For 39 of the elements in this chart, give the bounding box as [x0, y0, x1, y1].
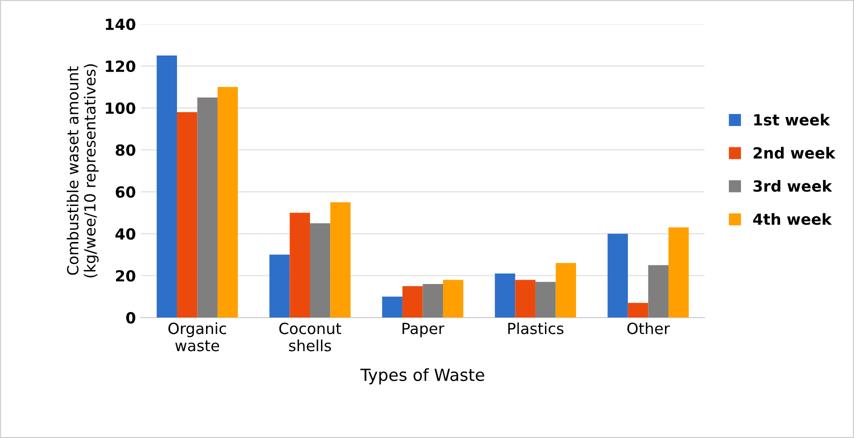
bar: [515, 280, 536, 318]
y-tick-label: 120: [106, 60, 136, 72]
bar: [269, 254, 290, 318]
y-axis-title: Combustible waset amount (kg/wee/10 representatives): [66, 64, 99, 278]
y-tick-label: 0: [126, 312, 136, 324]
legend-label: 3rd week: [754, 180, 832, 192]
bar: [648, 265, 668, 318]
bar: [330, 202, 351, 318]
legend-label: 2nd week: [754, 146, 836, 159]
legend-label: 4th week: [753, 213, 832, 225]
bar: [382, 296, 402, 318]
bar: [310, 223, 330, 318]
x-tick-label: Coconut shells: [279, 322, 342, 352]
x-tick-label: Plastics: [508, 322, 564, 334]
x-tick-label: Other: [627, 322, 670, 334]
bar: [290, 212, 310, 318]
bar: [422, 284, 444, 318]
x-tick-label: Organic waste: [168, 322, 226, 352]
y-tick-label: 40: [115, 228, 136, 240]
bar: [176, 112, 198, 318]
bar: [668, 227, 689, 318]
y-tick-label: 80: [116, 144, 136, 156]
bar: [556, 263, 576, 318]
bar: [218, 86, 238, 318]
y-tick-label: 100: [106, 102, 136, 114]
bar: [535, 282, 556, 318]
bar: [402, 286, 423, 318]
y-tick-label: 140: [106, 18, 136, 30]
bar: [608, 234, 628, 318]
bar: [197, 97, 218, 318]
x-axis-title: Types of Waste: [360, 368, 484, 384]
bar: [494, 274, 516, 318]
bar: [443, 280, 464, 318]
x-tick-label: Paper: [402, 322, 444, 338]
y-tick-label: 20: [116, 270, 136, 282]
y-tick-label: 60: [116, 186, 136, 198]
legend-label: 1st week: [754, 114, 830, 126]
bar: [628, 302, 648, 318]
bar: [156, 56, 177, 318]
